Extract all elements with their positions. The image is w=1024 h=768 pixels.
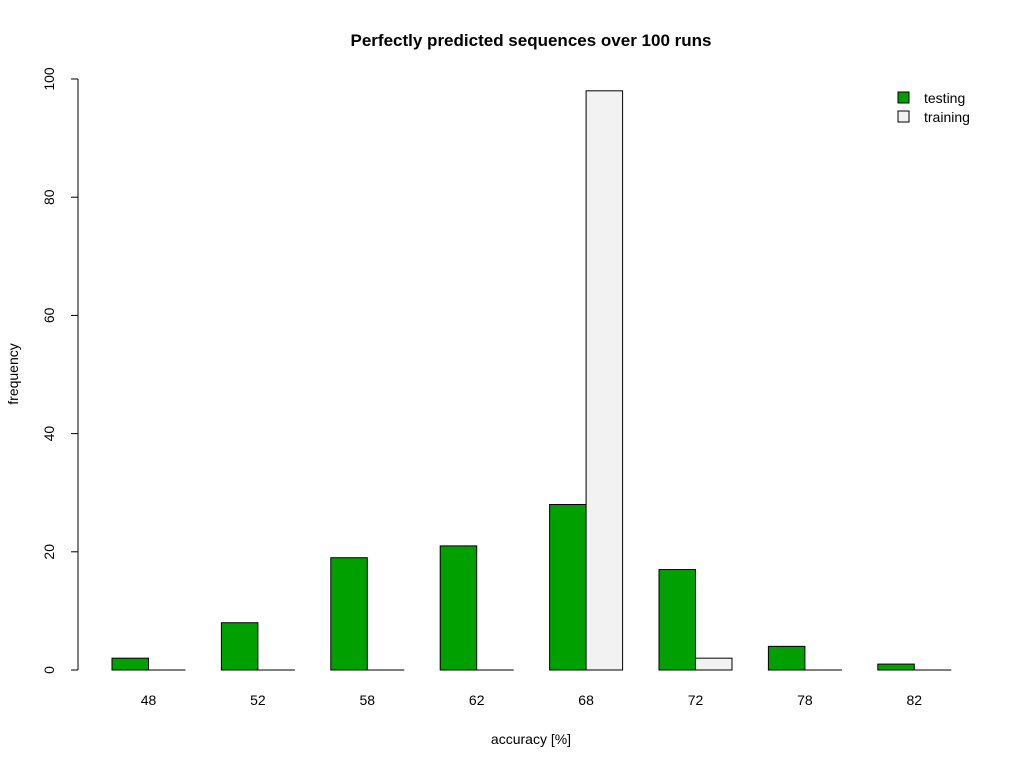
chart-title: Perfectly predicted sequences over 100 r… <box>351 31 712 50</box>
y-tick-label: 80 <box>41 189 57 205</box>
legend-label-training: training <box>924 109 970 125</box>
x-axis-label: accuracy [%] <box>491 731 571 747</box>
x-tick-label-68: 68 <box>578 692 594 708</box>
y-tick-label: 0 <box>41 666 57 674</box>
x-tick-label-48: 48 <box>141 692 157 708</box>
legend-swatch-testing <box>897 91 910 104</box>
bar-testing-68 <box>549 504 587 671</box>
y-axis-label: frequency <box>5 343 21 404</box>
y-tick-label: 40 <box>41 426 57 442</box>
legend-label-testing: testing <box>924 90 965 106</box>
y-tick-label: 20 <box>41 544 57 560</box>
bar-testing-58 <box>330 557 368 671</box>
y-tick-label: 100 <box>41 67 57 91</box>
bar-testing-78 <box>767 645 806 671</box>
x-tick-label-78: 78 <box>797 692 813 708</box>
x-tick-label-72: 72 <box>688 692 704 708</box>
bar-testing-72 <box>658 569 696 671</box>
y-tick-label: 60 <box>41 307 57 323</box>
x-tick-label-82: 82 <box>907 692 923 708</box>
bar-testing-48 <box>111 657 149 671</box>
x-tick-label-52: 52 <box>250 692 266 708</box>
bar-training-72 <box>695 657 733 671</box>
x-tick-label-62: 62 <box>469 692 485 708</box>
bar-testing-62 <box>439 545 478 671</box>
bar-testing-52 <box>220 622 259 671</box>
bars-group <box>111 90 952 671</box>
x-tick-labels: 48 52 58 62 68 72 78 82 <box>141 692 923 708</box>
bar-testing-82 <box>877 663 915 671</box>
y-axis: 0 20 40 60 80 100 <box>41 67 79 674</box>
legend-swatch-training <box>897 110 910 123</box>
x-tick-label-58: 58 <box>360 692 376 708</box>
bar-training-68 <box>585 90 624 671</box>
legend: testing training <box>897 90 970 125</box>
